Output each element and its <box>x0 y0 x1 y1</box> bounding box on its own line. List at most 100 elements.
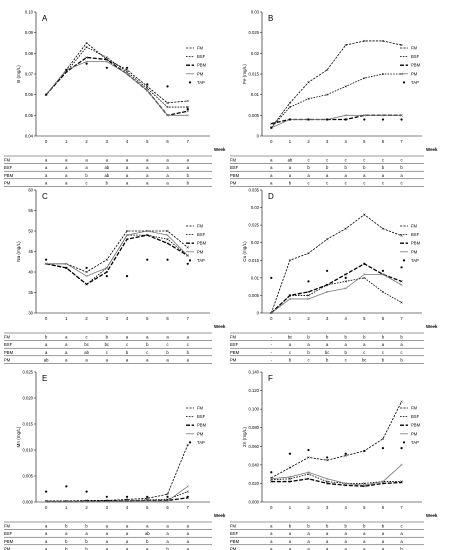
legend-swatch <box>402 259 406 262</box>
series-fm <box>270 400 403 480</box>
table-cell: c <box>307 357 309 362</box>
series-line <box>46 230 188 273</box>
data-point <box>288 259 292 262</box>
legend-entry: PBM <box>197 423 207 428</box>
y-tick-label: 0.140 <box>249 370 260 375</box>
data-point <box>105 66 108 69</box>
x-tick-label: 1 <box>289 139 292 144</box>
chart-panel-e: E 0.000 0.005 0.010 0.015 0.020 0.025 Mn (mg/L)… <box>4 370 226 550</box>
table-cell: a <box>166 524 169 529</box>
table-cell: a <box>126 546 129 550</box>
table-cell: b <box>326 165 329 170</box>
data-point <box>307 118 310 121</box>
table-cell: a <box>345 546 348 550</box>
legend: FM BSF PBM PM TAP <box>400 406 421 445</box>
data-point <box>381 447 385 450</box>
table-cell: c <box>363 158 365 163</box>
data-point <box>186 246 189 249</box>
data-point <box>363 39 366 43</box>
table-cell: a <box>65 531 68 536</box>
series-tap <box>45 258 189 278</box>
table-row-label: PM <box>230 546 237 550</box>
table-row-label: PBM <box>230 539 240 544</box>
y-tick-label: 45 <box>28 249 33 254</box>
data-point <box>125 275 129 278</box>
table-cell: a <box>126 335 129 340</box>
table-cell: c <box>382 180 384 185</box>
y-tick-label: 0.100 <box>249 407 260 412</box>
table-cell: a <box>85 357 88 362</box>
y-tick-label: 0.005 <box>23 474 34 479</box>
data-point <box>65 485 68 488</box>
table-cell: a <box>45 350 48 355</box>
table-cell: a <box>382 342 385 347</box>
table-cell: - <box>271 342 273 347</box>
table-row-label: PBM <box>4 350 14 355</box>
table-cell: a <box>363 342 366 347</box>
data-point <box>344 287 347 290</box>
table-cell: a <box>363 539 366 544</box>
data-point <box>307 280 310 283</box>
data-point <box>105 60 108 63</box>
x-tick-label: 1 <box>65 316 68 321</box>
data-point <box>363 76 366 80</box>
x-tick-label: 3 <box>106 316 109 321</box>
table-cell: a <box>363 546 366 550</box>
legend-entry: BSF <box>411 414 420 419</box>
data-point <box>400 283 403 287</box>
table-cell: a <box>289 165 292 170</box>
table-cell: a <box>126 158 129 163</box>
data-point <box>400 463 403 467</box>
table-cell: a <box>345 539 348 544</box>
data-point <box>381 114 385 117</box>
data-point <box>400 481 403 484</box>
series-fm <box>44 443 189 503</box>
table-cell: a <box>45 539 48 544</box>
data-point <box>363 114 366 117</box>
table-cell: ab <box>104 173 109 178</box>
data-point <box>363 213 366 216</box>
data-point <box>146 258 149 261</box>
table-cell: b <box>345 524 348 529</box>
table-cell: a <box>65 173 68 178</box>
table-cell: c <box>326 180 328 185</box>
table-cell: a <box>106 546 109 550</box>
series-pm <box>44 485 189 503</box>
x-tick-label: 7 <box>400 316 403 321</box>
table-cell: c <box>126 342 128 347</box>
table-cell: a <box>166 335 169 340</box>
table-cell: c <box>400 350 402 355</box>
table-cell: a <box>307 531 310 536</box>
table-cell: a <box>146 524 149 529</box>
table-cell: a <box>326 173 329 178</box>
y-tick-label: 0.10 <box>25 10 34 15</box>
x-tick-label: 6 <box>166 139 169 144</box>
table-cell: a <box>126 173 129 178</box>
data-point <box>186 485 189 488</box>
table-cell: c <box>345 158 347 163</box>
table-cell: a <box>270 539 273 544</box>
x-tick-label: 5 <box>146 316 149 321</box>
table-cell: c <box>345 180 347 185</box>
data-point <box>381 437 385 441</box>
x-tick-label: 2 <box>85 316 88 321</box>
table-cell: a <box>65 165 68 170</box>
table-cell: b <box>166 350 169 355</box>
y-tick-label: 0.03 <box>251 10 260 15</box>
table-cell: a <box>382 531 385 536</box>
data-point <box>344 276 347 279</box>
data-point <box>85 41 88 45</box>
data-point <box>186 114 189 117</box>
x-tick-label: 4 <box>345 316 348 321</box>
y-tick-label: 0.015 <box>249 258 260 263</box>
legend-swatch <box>402 441 406 444</box>
data-point <box>400 400 403 403</box>
data-point <box>325 290 329 294</box>
table-cell: a <box>45 165 48 170</box>
table-cell: c <box>166 342 168 347</box>
data-point <box>400 118 403 121</box>
legend-swatch <box>402 81 406 84</box>
